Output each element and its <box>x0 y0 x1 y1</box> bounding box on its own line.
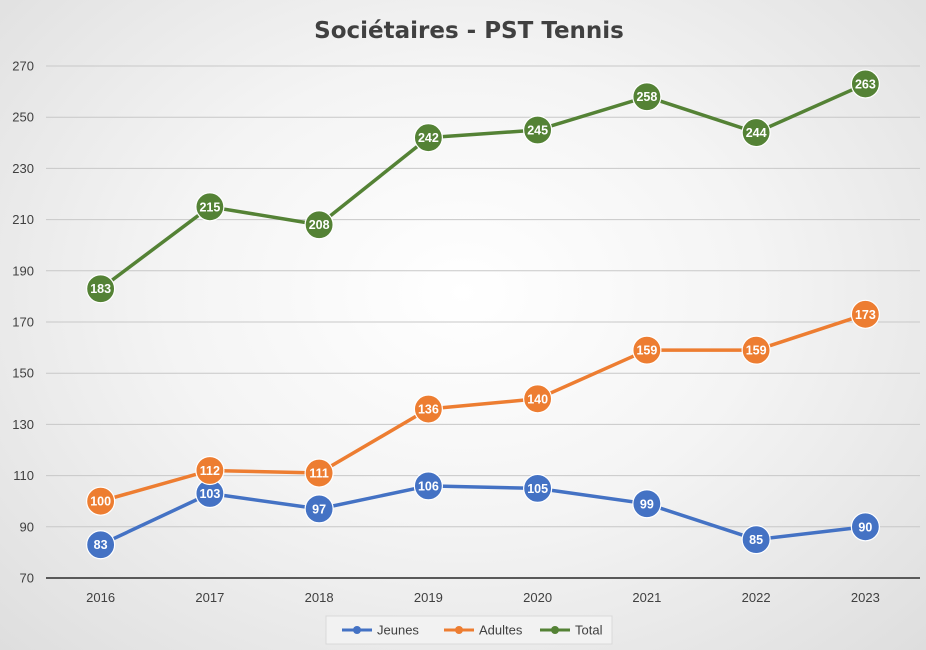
data-label: 215 <box>199 200 220 214</box>
data-label: 99 <box>640 497 654 511</box>
legend-item-jeunes: Jeunes <box>342 623 419 638</box>
y-axis: 70 90 110 130 150 170 190 210 230 250 270 <box>12 59 34 586</box>
data-point <box>850 69 880 99</box>
data-point <box>850 299 880 329</box>
data-label: 112 <box>200 464 220 478</box>
series-line <box>98 484 868 547</box>
series-group: 83 103 97 106 105 99 85 90 100 112 111 136 140 159 159… <box>86 69 880 560</box>
legend-marker <box>551 626 559 634</box>
legend: Jeunes Adultes Total <box>325 615 613 645</box>
data-label: 111 <box>309 467 329 481</box>
y-tick-label: 210 <box>12 212 34 227</box>
data-point <box>523 384 553 414</box>
legend-item-total: Total <box>540 623 603 638</box>
data-label: 159 <box>636 344 657 358</box>
y-tick-label: 70 <box>20 571 34 586</box>
data-point <box>195 455 225 486</box>
y-tick-label: 250 <box>12 110 34 125</box>
series-line <box>98 82 868 291</box>
data-point <box>850 512 880 542</box>
data-label: 173 <box>855 308 876 322</box>
legend-item-adultes: Adultes <box>444 623 523 638</box>
legend-marker <box>455 626 463 634</box>
data-point <box>86 274 116 304</box>
y-tick-label: 230 <box>12 161 34 176</box>
x-tick-label: 2022 <box>742 590 771 605</box>
data-label: 258 <box>636 90 657 104</box>
data-point <box>86 530 116 560</box>
series-adultes: 100 112 111 136 140 159 159 173 <box>86 299 880 516</box>
y-tick-label: 110 <box>13 468 34 483</box>
data-label: 97 <box>312 502 326 516</box>
data-label: 263 <box>855 77 876 91</box>
data-point <box>523 473 553 503</box>
series-jeunes: 83 103 97 106 105 99 85 90 <box>86 471 880 560</box>
x-tick-label: 2019 <box>414 590 443 605</box>
data-label: 242 <box>418 131 439 145</box>
data-point <box>413 471 443 501</box>
data-label: 244 <box>746 126 767 140</box>
data-label: 83 <box>94 538 108 552</box>
data-point <box>413 123 443 153</box>
y-tick-label: 190 <box>12 263 34 278</box>
y-tick-label: 270 <box>12 59 34 74</box>
series-line <box>98 312 868 503</box>
x-axis: 2016 2017 2018 2019 2020 2021 2022 2023 <box>46 577 920 605</box>
data-point <box>304 458 334 488</box>
data-label: 100 <box>90 495 111 509</box>
data-point <box>632 335 662 365</box>
data-point <box>86 486 116 516</box>
data-label: 159 <box>746 344 767 358</box>
data-label: 105 <box>527 482 548 496</box>
data-label: 245 <box>527 124 548 138</box>
series-total: 183 215 208 242 245 258 244 263 <box>86 69 880 304</box>
y-tick-label: 150 <box>12 366 34 381</box>
data-point <box>741 117 771 148</box>
data-point <box>413 394 443 424</box>
legend-label: Total <box>575 623 603 638</box>
data-point <box>523 115 553 145</box>
x-tick-label: 2021 <box>632 590 661 605</box>
x-tick-label: 2016 <box>86 590 115 605</box>
x-tick-label: 2023 <box>851 590 880 605</box>
data-point <box>304 210 334 240</box>
chart-title: Sociétaires - PST Tennis <box>314 18 624 44</box>
data-point <box>632 82 662 112</box>
y-tick-label: 90 <box>20 519 34 534</box>
x-tick-label: 2017 <box>195 590 224 605</box>
legend-label: Jeunes <box>377 623 419 638</box>
legend-label: Adultes <box>479 623 523 638</box>
x-tick-label: 2018 <box>305 590 334 605</box>
x-tick-label: 2020 <box>523 590 552 605</box>
data-label: 140 <box>527 392 548 406</box>
y-tick-label: 170 <box>12 315 34 330</box>
data-label: 183 <box>90 282 111 296</box>
data-label: 90 <box>858 520 872 534</box>
data-point <box>741 335 771 365</box>
data-label: 136 <box>418 403 439 417</box>
data-label: 103 <box>199 487 220 501</box>
data-point <box>741 524 771 555</box>
data-label: 208 <box>309 218 330 232</box>
data-point <box>632 489 662 519</box>
data-label: 106 <box>418 479 439 493</box>
data-point <box>304 494 334 524</box>
legend-marker <box>353 626 361 634</box>
data-point <box>195 192 225 222</box>
data-label: 85 <box>749 533 763 547</box>
y-tick-label: 130 <box>12 417 34 432</box>
